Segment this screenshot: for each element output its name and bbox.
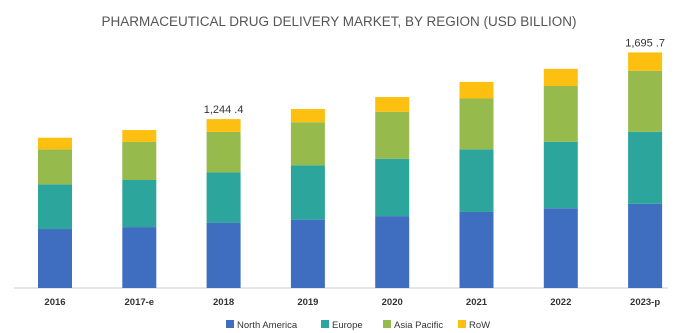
bar-2017-e-row <box>122 130 157 142</box>
bar-2023-p-asia-pacific <box>628 70 663 132</box>
bar-2023-p-north-america <box>628 203 663 288</box>
bar-2017-e-europe <box>122 180 157 228</box>
chart-title: PHARMACEUTICAL DRUG DELIVERY MARKET, BY … <box>101 14 576 29</box>
bar-2018-north-america <box>206 222 241 288</box>
legend-label: RoW <box>469 320 490 331</box>
bar-2023-p-row <box>628 52 663 71</box>
legend-item-row: RoW <box>458 320 490 331</box>
bar-2019-europe <box>290 165 325 220</box>
bar-2019-asia-pacific <box>290 122 325 166</box>
bar-2018-asia-pacific <box>206 131 241 173</box>
bar-2021-row <box>459 81 494 99</box>
bar-2019-north-america <box>290 219 325 288</box>
bar-2020-north-america <box>375 216 410 288</box>
x-tick-label: 2021 <box>466 297 488 308</box>
x-tick-label: 2023-p <box>630 297 660 308</box>
data-label: 1,244 .4 <box>204 104 244 116</box>
legend-item-asia-pacific: Asia Pacific <box>383 320 443 331</box>
legend-item-europe: Europe <box>321 320 363 331</box>
legend-swatch <box>226 320 234 328</box>
bar-2020-row <box>375 97 410 112</box>
bar-2018-europe <box>206 172 241 223</box>
bar-2019-row <box>290 109 325 123</box>
legend-label: Asia Pacific <box>394 320 443 331</box>
legend-label: Europe <box>332 320 363 331</box>
x-tick-label: 2018 <box>213 297 234 308</box>
legend-label: North America <box>237 320 298 331</box>
bar-2022-north-america <box>543 208 578 288</box>
bar-2016-row <box>38 137 72 150</box>
bar-2023-p-europe <box>628 131 663 204</box>
bar-2020-asia-pacific <box>375 111 410 159</box>
bar-2017-e-north-america <box>122 227 157 288</box>
bar-2016-north-america <box>38 229 72 288</box>
bar-2021-europe <box>459 149 494 212</box>
bar-2020-europe <box>375 158 410 217</box>
x-tick-label: 2022 <box>550 297 571 308</box>
data-label: 1,695 .7 <box>625 37 665 49</box>
bar-2016-asia-pacific <box>38 149 72 185</box>
bar-2021-north-america <box>459 211 494 288</box>
x-tick-label: 2020 <box>382 297 403 308</box>
bar-2016-europe <box>38 184 72 230</box>
bar-2022-asia-pacific <box>543 85 578 142</box>
x-tick-label: 2017-e <box>125 297 155 308</box>
bar-2017-e-asia-pacific <box>122 141 157 180</box>
legend-item-north-america: North America <box>226 320 298 331</box>
legend: North America Europe Asia Pacific RoW <box>226 320 490 331</box>
bar-2022-row <box>543 68 578 86</box>
x-tick-labels: 2016 2017-e 2018 2019 2020 2021 2022 2023-p <box>44 297 660 308</box>
data-labels: 1,244 .4 1,695 .7 <box>204 37 665 116</box>
bar-2022-europe <box>543 141 578 209</box>
bars-group <box>38 52 663 288</box>
bar-2021-asia-pacific <box>459 98 494 150</box>
x-tick-label: 2019 <box>297 297 318 308</box>
bar-2018-row <box>206 119 241 132</box>
legend-swatch <box>383 320 391 328</box>
legend-swatch <box>321 320 329 328</box>
x-tick-label: 2016 <box>44 297 65 308</box>
legend-swatch <box>458 320 466 328</box>
